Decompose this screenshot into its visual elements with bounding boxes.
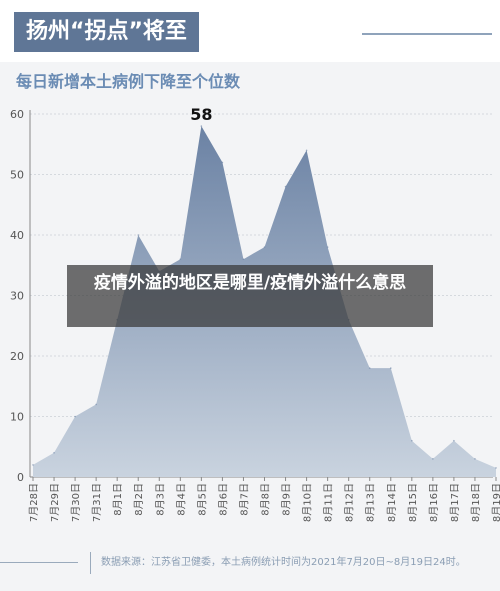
x-tick-label: 7月31日 — [91, 483, 103, 522]
data-point — [495, 467, 497, 469]
x-tick-label: 7月30日 — [70, 483, 82, 522]
peak-label: 58 — [190, 105, 212, 124]
x-tick-label: 8月15日 — [407, 483, 419, 522]
x-tick-label: 7月29日 — [49, 483, 61, 522]
x-tick-label: 8月7日 — [238, 483, 250, 516]
x-tick-label: 8月5日 — [196, 483, 208, 516]
data-point — [326, 246, 329, 248]
data-point — [95, 403, 97, 406]
data-point — [137, 234, 140, 236]
data-point — [284, 185, 287, 188]
data-point — [474, 458, 476, 460]
x-tick-label: 8月17日 — [449, 483, 461, 522]
data-point — [368, 367, 371, 369]
x-tick-label: 8月8日 — [260, 483, 272, 516]
x-tick-label: 8月10日 — [302, 483, 314, 522]
data-point — [453, 439, 455, 442]
y-tick-label: 10 — [10, 411, 24, 424]
source-note: 数据来源：江苏省卫健委，本土病例统计时间为2021年7月20日~8月19日24时… — [90, 552, 500, 574]
x-tick-label: 8月2日 — [133, 483, 145, 516]
x-tick-label: 8月14日 — [386, 483, 398, 522]
data-point — [200, 125, 203, 127]
y-tick-label: 40 — [10, 229, 24, 242]
y-tick-label: 50 — [10, 169, 24, 182]
footer-divider — [0, 562, 78, 563]
data-point — [305, 149, 308, 152]
y-tick-label: 20 — [10, 350, 24, 363]
data-point — [221, 161, 224, 164]
data-point — [32, 464, 34, 466]
data-point — [432, 458, 434, 460]
x-tick-label: 8月1日 — [112, 483, 124, 516]
x-tick-label: 8月12日 — [344, 483, 356, 522]
y-tick-label: 60 — [10, 108, 24, 121]
data-point — [242, 258, 245, 261]
data-point — [263, 246, 266, 248]
data-point — [389, 367, 392, 369]
data-point — [179, 258, 182, 261]
x-tick-label: 7月28日 — [28, 483, 40, 522]
headline: 扬州“拐点”将至 — [14, 12, 199, 52]
x-tick-label: 8月3日 — [154, 483, 166, 516]
header-divider — [362, 33, 492, 35]
data-point — [53, 452, 55, 454]
caption-overlay: 疫情外溢的地区是哪里/疫情外溢什么意思 — [67, 265, 433, 327]
data-point — [74, 415, 76, 418]
x-tick-label: 8月9日 — [281, 483, 293, 516]
header-banner: 扬州“拐点”将至 — [0, 0, 500, 62]
x-tick-label: 8月4日 — [175, 483, 187, 516]
x-tick-label: 8月11日 — [323, 483, 335, 522]
x-tick-label: 8月19日 — [491, 483, 500, 522]
x-tick-label: 8月18日 — [470, 483, 482, 522]
chart-title: 每日新增本土病例下降至个位数 — [16, 72, 241, 91]
data-point — [411, 439, 413, 442]
y-tick-label: 0 — [17, 471, 24, 484]
x-tick-label: 8月16日 — [428, 483, 440, 522]
x-tick-label: 8月13日 — [365, 483, 377, 522]
y-tick-label: 30 — [10, 290, 24, 303]
x-tick-label: 8月6日 — [217, 483, 229, 516]
